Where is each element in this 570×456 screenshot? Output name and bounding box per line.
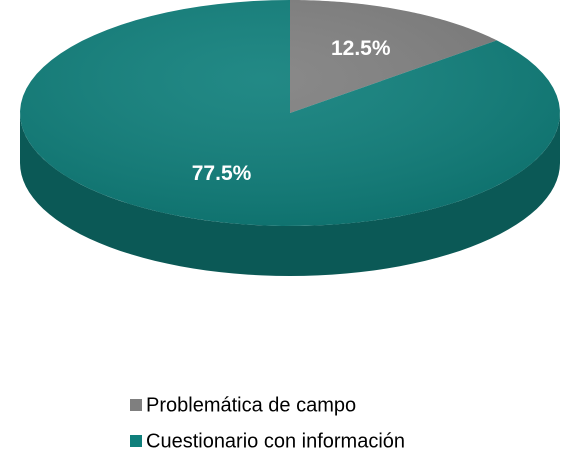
legend-swatch xyxy=(130,399,142,411)
legend-swatch xyxy=(130,435,142,447)
data-label: 77.5% xyxy=(192,162,252,185)
data-label: 12.5% xyxy=(331,37,391,60)
pie-side xyxy=(20,113,560,276)
legend-label: Cuestionario con información xyxy=(146,430,405,452)
legend-label: Problemática de campo xyxy=(146,394,356,416)
pie-shade xyxy=(20,0,560,226)
